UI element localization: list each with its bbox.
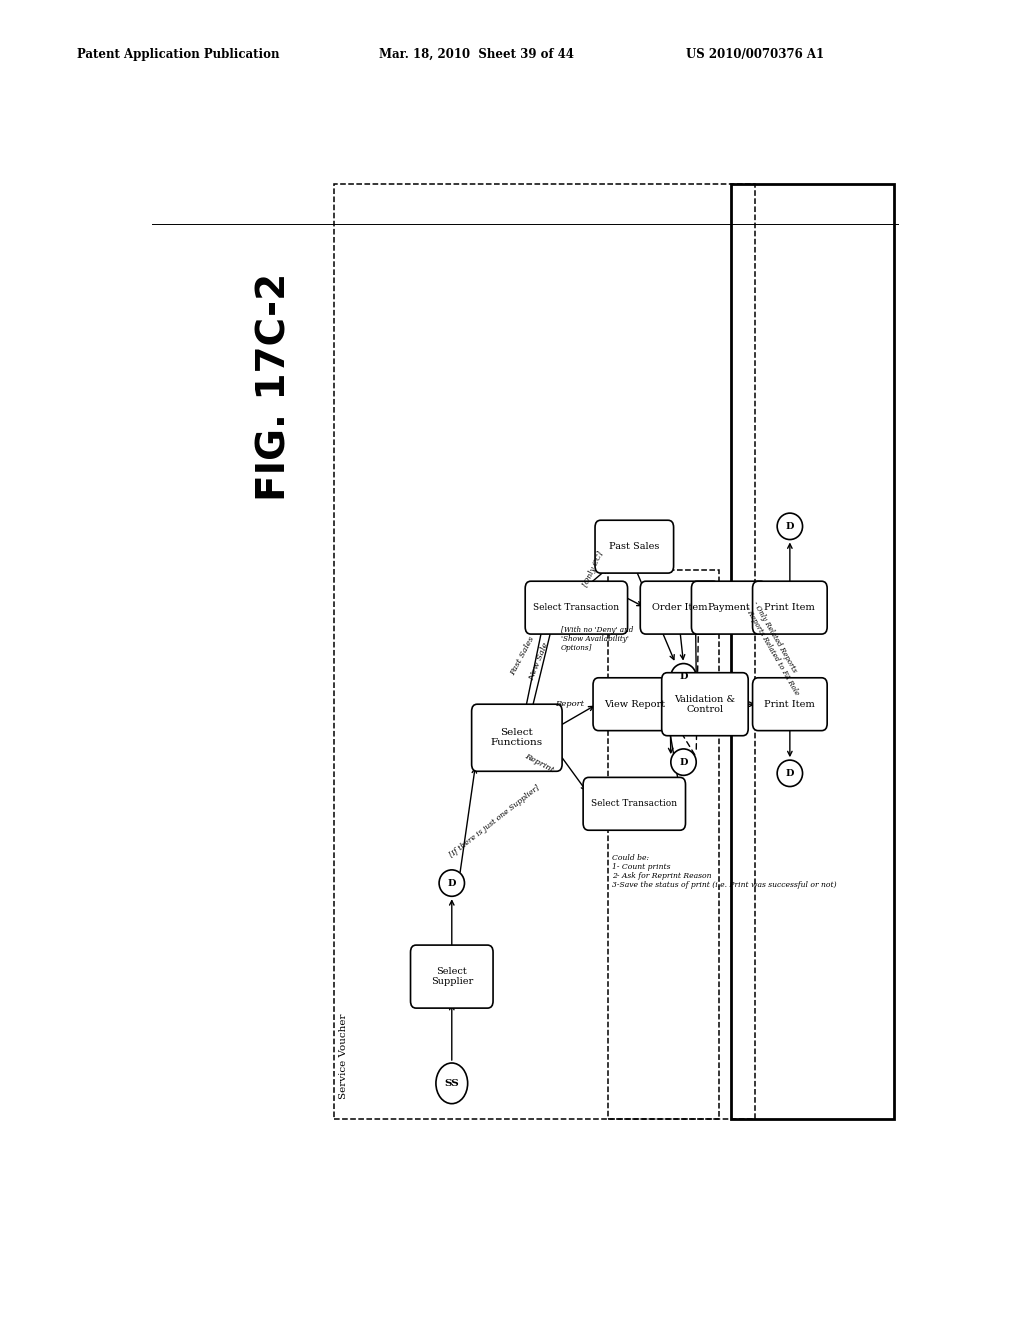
Text: Select Transaction: Select Transaction xyxy=(591,800,678,808)
Text: Select Transaction: Select Transaction xyxy=(534,603,620,612)
Text: - Only Related Reports
- Reports Related to FA Role: - Only Related Reports - Reports Related… xyxy=(743,601,809,697)
Text: Select
Functions: Select Functions xyxy=(490,729,543,747)
Text: Validation &
Control: Validation & Control xyxy=(675,694,735,714)
Bar xyxy=(334,183,755,1119)
Text: Service Voucher: Service Voucher xyxy=(339,1012,348,1098)
Text: Payment: Payment xyxy=(708,603,751,612)
Bar xyxy=(731,183,894,1119)
FancyBboxPatch shape xyxy=(593,677,676,731)
Text: Patent Application Publication: Patent Application Publication xyxy=(77,48,280,61)
Text: [Only CC]: [Only CC] xyxy=(582,550,605,587)
Text: SS: SS xyxy=(444,1078,459,1088)
FancyBboxPatch shape xyxy=(583,777,685,830)
Text: New Sale: New Sale xyxy=(527,642,550,682)
FancyBboxPatch shape xyxy=(662,673,749,735)
Text: D: D xyxy=(785,768,794,777)
Text: D: D xyxy=(679,672,688,681)
Text: FIG. 17C-2: FIG. 17C-2 xyxy=(256,273,294,502)
FancyBboxPatch shape xyxy=(691,581,766,634)
Text: Mar. 18, 2010  Sheet 39 of 44: Mar. 18, 2010 Sheet 39 of 44 xyxy=(379,48,573,61)
Text: Past Sales: Past Sales xyxy=(609,543,659,552)
Text: US 2010/0070376 A1: US 2010/0070376 A1 xyxy=(686,48,824,61)
Ellipse shape xyxy=(777,513,803,540)
Text: [With no 'Deny' and
'Show Availability'
Options]: [With no 'Deny' and 'Show Availability' … xyxy=(560,626,633,652)
Text: Could be:
1- Count prints
2- Ask for Reprint Reason
3-Save the status of print (: Could be: 1- Count prints 2- Ask for Rep… xyxy=(612,854,837,890)
Text: D: D xyxy=(447,879,456,887)
FancyBboxPatch shape xyxy=(640,581,719,634)
Text: D: D xyxy=(679,758,688,767)
Text: View Report: View Report xyxy=(604,700,665,709)
FancyBboxPatch shape xyxy=(525,581,628,634)
Text: Reprint: Reprint xyxy=(523,752,555,775)
FancyBboxPatch shape xyxy=(753,581,827,634)
FancyBboxPatch shape xyxy=(472,704,562,771)
Circle shape xyxy=(436,1063,468,1104)
Ellipse shape xyxy=(777,760,803,787)
Ellipse shape xyxy=(671,748,696,775)
Bar xyxy=(608,570,719,1119)
Text: Print Item: Print Item xyxy=(765,700,815,709)
Ellipse shape xyxy=(671,664,696,690)
Text: Order Item: Order Item xyxy=(652,603,708,612)
FancyBboxPatch shape xyxy=(411,945,494,1008)
Text: Select
Supplier: Select Supplier xyxy=(431,968,473,986)
Text: [If there is just one Supplier]: [If there is just one Supplier] xyxy=(447,784,541,859)
Text: Report: Report xyxy=(555,700,584,709)
Text: D: D xyxy=(785,521,794,531)
Text: Print Item: Print Item xyxy=(765,603,815,612)
FancyBboxPatch shape xyxy=(753,677,827,731)
FancyBboxPatch shape xyxy=(595,520,674,573)
Ellipse shape xyxy=(439,870,465,896)
Text: Past Sales: Past Sales xyxy=(509,635,537,677)
